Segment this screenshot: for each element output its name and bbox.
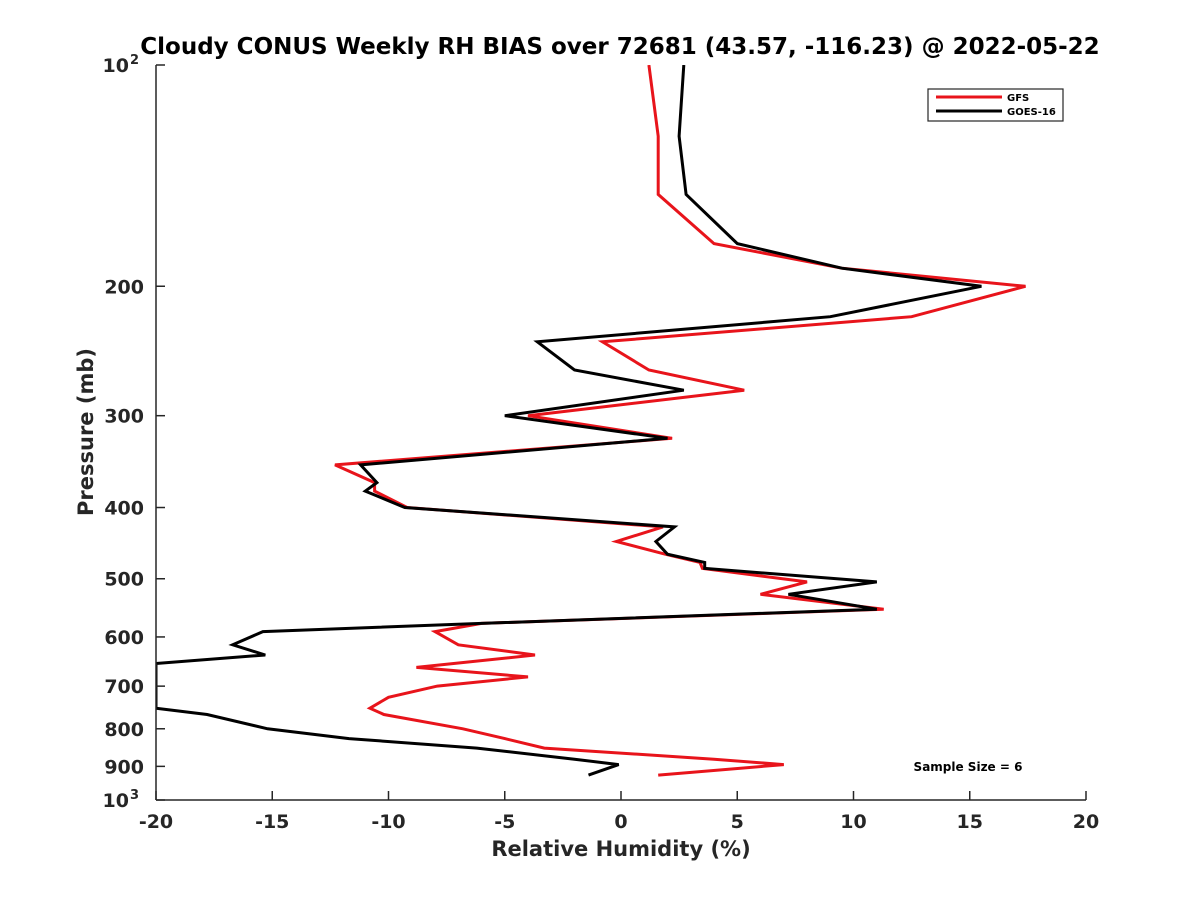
y-tick-label: 300 xyxy=(104,406,144,428)
x-axis-label: Relative Humidity (%) xyxy=(491,837,750,861)
y-tick-label: 900 xyxy=(104,756,144,778)
legend-label: GOES-16 xyxy=(1007,107,1056,118)
y-tick-label: 400 xyxy=(104,498,144,520)
x-tick-label: 0 xyxy=(614,811,627,833)
x-axis-ticks: -20 -15 -10 -5 0 5 10 15 20 xyxy=(139,791,1099,833)
x-tick-label: -15 xyxy=(255,811,289,833)
x-tick-label: 15 xyxy=(957,811,983,833)
y-tick-label: 700 xyxy=(104,676,144,698)
x-tick-label: -5 xyxy=(494,811,515,833)
y-tick-label-exponent: 2 xyxy=(130,53,139,68)
x-tick-label: 20 xyxy=(1073,811,1099,833)
y-tick-label: 10 xyxy=(103,790,129,812)
y-tick-label: 600 xyxy=(104,627,144,649)
x-tick-label: -10 xyxy=(371,811,405,833)
chart-title: Cloudy CONUS Weekly RH BIAS over 72681 (… xyxy=(140,34,1099,60)
y-tick-label-base: 10 xyxy=(103,790,129,812)
x-tick-label: 10 xyxy=(840,811,866,833)
y-tick-label: 500 xyxy=(104,569,144,591)
y-tick-label: 800 xyxy=(104,719,144,741)
x-tick-label: -20 xyxy=(139,811,173,833)
legend: GFS GOES-16 xyxy=(927,88,1064,122)
series-line-goes-16 xyxy=(156,65,982,777)
y-tick-label-exponent: 3 xyxy=(130,788,139,803)
series-line-gfs xyxy=(334,65,1026,777)
y-tick-label-base: 10 xyxy=(103,55,129,77)
y-tick-label: 10 xyxy=(103,55,129,77)
series-layer xyxy=(156,65,1026,777)
y-tick-label: 200 xyxy=(104,276,144,298)
legend-label: GFS xyxy=(1007,93,1029,104)
y-axis-label: Pressure (mb) xyxy=(74,348,98,516)
sample-size-annotation: Sample Size = 6 xyxy=(914,760,1023,774)
x-tick-label: 5 xyxy=(731,811,744,833)
legend-box xyxy=(927,88,1064,122)
